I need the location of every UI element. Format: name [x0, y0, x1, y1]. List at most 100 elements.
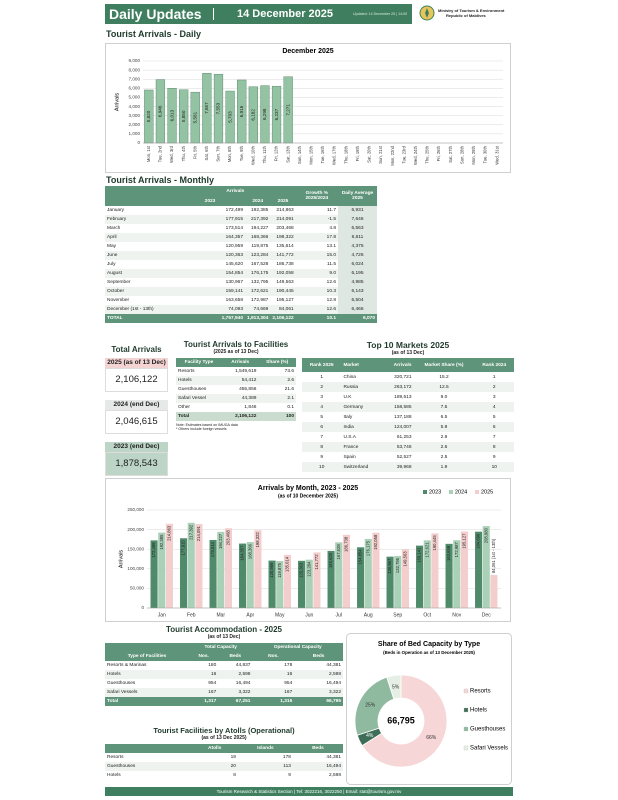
table-cell: 167 — [252, 688, 295, 697]
table-row: Guesthouses 455,856 21.6 — [176, 385, 296, 394]
table-cell: India — [341, 422, 383, 432]
table-cell: 168,366 — [245, 233, 271, 242]
table-cell: 0.1 — [287, 405, 294, 410]
data-label: 135,614 — [285, 556, 290, 572]
table-cell: 16,494 — [292, 762, 343, 771]
panel-title: Top 10 Markets 2025 — [366, 340, 450, 350]
data-label: 217,392 — [188, 524, 193, 540]
table-cell: Total — [105, 697, 189, 706]
table-row: January 172,499 192,385 214,863 11.7 6,931 — [105, 206, 377, 215]
table-cell: 954 — [284, 681, 293, 686]
table-cell: 11.7 — [327, 208, 336, 213]
table-row: Safari Vessels 167 3,322 167 3,322 — [105, 688, 343, 697]
bar — [305, 559, 313, 608]
table-cell: 6,504 — [338, 296, 377, 305]
table-cell: 16,494 — [326, 681, 341, 686]
table-cell: 124,007 — [382, 422, 414, 432]
data-label: 141,772 — [314, 554, 319, 570]
total-label: 2025 (as of 13 Dec) — [105, 358, 168, 368]
y-tick-label: 8,000 — [129, 67, 141, 72]
legend-label: Resorts — [470, 689, 491, 695]
table-cell: 8 — [474, 442, 514, 452]
table-cell: 4,726 — [338, 251, 377, 260]
bar — [180, 538, 188, 608]
x-tick-label: Thu, 11th — [262, 145, 267, 163]
table-cell: 1,913,304 — [245, 314, 271, 323]
table-cell: 3,322 — [294, 688, 343, 697]
bar — [246, 542, 254, 608]
table-cell: 52,527 — [396, 454, 412, 460]
table-cell: 194,227 — [251, 226, 269, 231]
y-tick-label: 2,000 — [129, 122, 141, 127]
table-cell: 954 — [208, 681, 217, 686]
data-table: Rank 2025 Market Arrivals Market Share (%) R… — [302, 358, 514, 472]
table-row: Safari Vessel 44,389 2.1 — [176, 394, 296, 403]
table-cell: 61,253 — [396, 434, 412, 440]
legend-label: Safari Vessels — [470, 746, 508, 752]
table-cell: 2.1 — [258, 394, 296, 403]
table-cell: 1,549,619 — [235, 369, 257, 374]
legend-label: 2024 — [455, 489, 467, 495]
daily-chart: December 2025 0 1,000 2,000 3,000 4,000 5,000 6… — [105, 43, 511, 173]
note: Note: Estimates based on IMUGA data — [176, 423, 238, 427]
data-label: 120,363 — [299, 562, 304, 578]
header-cell: Beds — [294, 652, 343, 661]
table-cell: 113 — [237, 762, 293, 771]
table-cell: 141,772 — [270, 251, 296, 260]
table-cell: 6,563 — [338, 224, 377, 233]
header-cell: Share (%) — [258, 358, 296, 367]
table-cell: 2.6 — [413, 442, 475, 452]
table-cell: Safari Vessel — [176, 394, 222, 403]
bar — [460, 531, 468, 608]
bar — [453, 540, 461, 608]
table-cell: 178 — [282, 755, 291, 760]
table-cell: 6.5 — [440, 414, 448, 420]
table-cell: Switzerland — [341, 462, 383, 472]
table-row: July 145,620 167,528 186,738 11.5 6,024 — [105, 260, 377, 269]
table-row: 7 U.S.A 61,253 2.9 7 — [302, 432, 514, 442]
x-tick-label: Sat, 6th — [204, 145, 209, 160]
table-cell: 13.1 — [326, 244, 336, 249]
header-cell: Growth % 2025/2024 — [295, 186, 338, 206]
table-row: October 159,141 172,621 190,445 10.3 6,143 — [105, 287, 377, 296]
x-tick-label: Fri, 19th — [355, 145, 360, 161]
table-row: Guesthouses 954 16,494 954 16,494 — [105, 679, 343, 688]
data-label: 120,959 — [269, 562, 274, 578]
x-tick-label: Aug — [364, 612, 373, 618]
data-table: Arrivals Growth % 2025/2024 Daily Average … — [105, 186, 377, 323]
x-tick-label: Tue, 2nd — [158, 145, 163, 162]
section-title: Tourist Arrivals - Monthly — [106, 175, 215, 185]
chart-title: Arrivals by Month, 2023 - 2025 — [258, 485, 358, 492]
table-cell: 74,669 — [245, 305, 271, 314]
x-tick-label: May — [275, 612, 285, 618]
panel-title: Total Arrivals — [111, 345, 162, 354]
table-cell: 189,513 — [394, 394, 412, 400]
bar — [224, 528, 232, 608]
table-cell: 2 — [302, 382, 342, 392]
table-cell: 73.6 — [284, 369, 294, 374]
bar — [423, 540, 431, 608]
data-label: 194,227 — [218, 533, 223, 549]
y-tick-label: 0 — [137, 140, 140, 145]
table-cell: 100 — [258, 412, 296, 421]
data-label: 6,182 — [251, 109, 256, 121]
table-cell: 2,106,122 — [270, 314, 296, 323]
table-cell: -1.5 — [295, 215, 338, 224]
header-cell: Atolls — [191, 744, 238, 753]
data-label: 132,795 — [395, 557, 400, 573]
header-date: 14 December 2025 — [237, 8, 334, 20]
table-cell: 12.8 — [326, 298, 336, 303]
table-cell: 120,363 — [175, 251, 245, 260]
table-cell: 8 — [233, 773, 236, 778]
table-row: Resorts 19 178 44,381 — [105, 753, 343, 762]
chart-subtitle: (as of 10 December 2025) — [278, 493, 338, 499]
data-label: 176,175 — [365, 540, 370, 556]
x-tick-label: Nov — [452, 612, 461, 618]
bar — [372, 532, 380, 608]
table-cell: 3 — [320, 394, 324, 400]
center-text: 66,795 — [387, 715, 415, 725]
total-value: 1,878,543 — [105, 452, 168, 476]
table-cell: 9 — [320, 454, 324, 460]
data-label: 6,946 — [158, 105, 163, 117]
table-row: 5 Italy 137,188 6.5 5 — [302, 412, 514, 422]
